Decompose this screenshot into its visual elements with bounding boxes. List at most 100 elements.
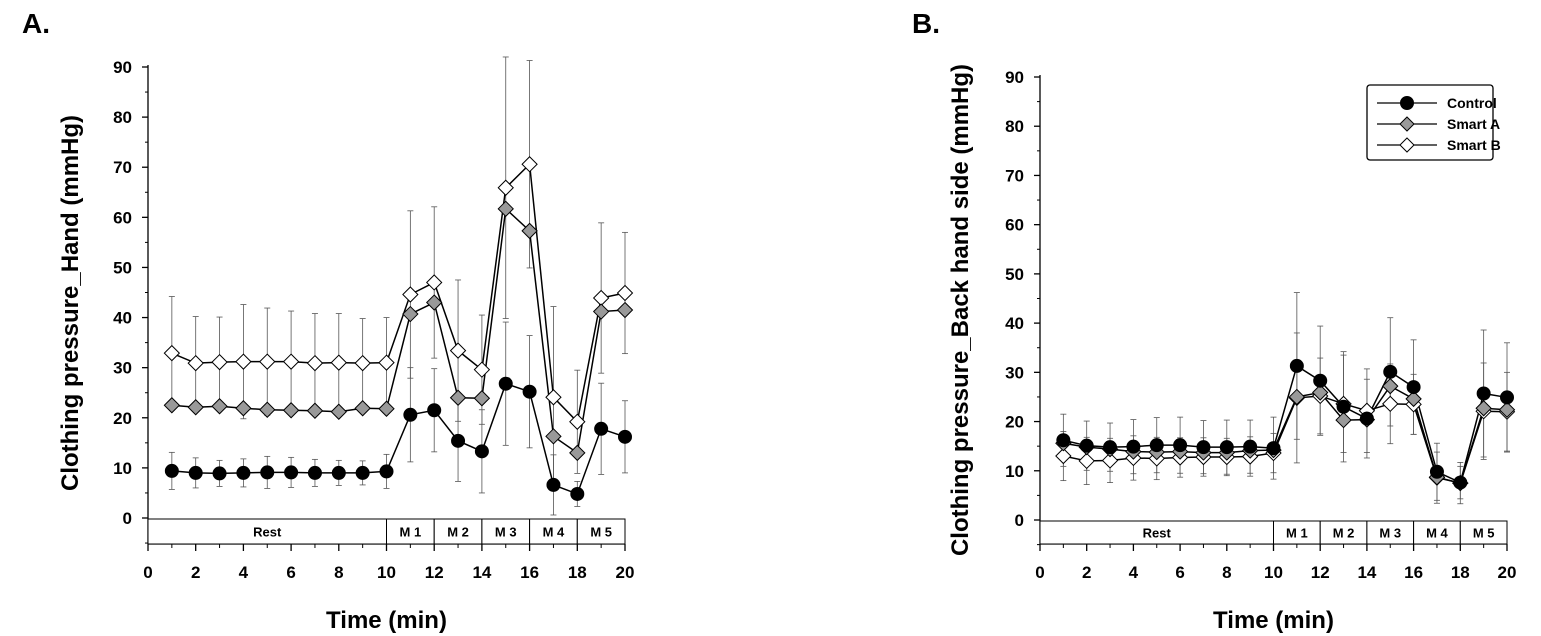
- data-point-control: [570, 486, 585, 501]
- y-tick-label: 10: [113, 459, 132, 478]
- x-tick-label: 8: [1222, 563, 1231, 582]
- data-point-smart-a: [402, 305, 419, 323]
- data-point-control: [474, 444, 489, 459]
- x-tick-label: 2: [191, 563, 200, 582]
- data-point-smart-b: [306, 354, 324, 372]
- data-point-smart-a: [259, 401, 276, 418]
- x-tick-label: 20: [1498, 563, 1517, 582]
- data-point-smart-a: [330, 403, 348, 420]
- x-tick-label: 16: [1404, 563, 1423, 582]
- data-point-control: [546, 477, 561, 492]
- data-point-smart-a: [306, 402, 324, 419]
- y-tick-label: 80: [113, 108, 132, 127]
- data-point-smart-a: [187, 399, 204, 416]
- phase-label: M 4: [1426, 526, 1448, 541]
- data-point-control: [403, 407, 418, 422]
- data-point-control: [1126, 439, 1141, 454]
- x-tick-label: 18: [1451, 563, 1470, 582]
- y-tick-label: 0: [123, 509, 132, 528]
- data-point-smart-a: [425, 294, 443, 311]
- data-point-smart-a: [1335, 411, 1352, 429]
- y-tick-label: 60: [113, 208, 132, 227]
- data-point-control: [331, 465, 346, 480]
- x-axis-title: Time (min): [326, 607, 447, 634]
- x-tick-label: 0: [1035, 563, 1044, 582]
- y-tick-label: 60: [1005, 216, 1024, 235]
- x-axis-title: Time (min): [1213, 607, 1334, 634]
- data-point-smart-a: [1475, 400, 1492, 417]
- legend-label: Smart B: [1447, 137, 1501, 153]
- x-tick-label: 20: [616, 563, 635, 582]
- series-group: [1055, 292, 1516, 505]
- phase-label: M 2: [447, 525, 469, 540]
- phase-label: M 4: [543, 525, 565, 540]
- series-group: [163, 56, 634, 516]
- data-point-smart-a: [1311, 384, 1329, 401]
- phase-label: M 1: [400, 525, 422, 540]
- data-point-control: [1359, 411, 1374, 426]
- y-tick-label: 50: [113, 258, 132, 277]
- data-point-smart-b: [187, 354, 204, 372]
- data-point-control: [284, 465, 299, 480]
- data-point-smart-b: [402, 286, 419, 303]
- data-point-control: [1196, 440, 1211, 455]
- data-point-smart-b: [282, 353, 300, 370]
- data-point-control: [1383, 364, 1398, 379]
- data-point-smart-a: [449, 389, 467, 406]
- x-tick-label: 10: [377, 563, 396, 582]
- data-point-control: [1219, 440, 1234, 455]
- data-point-smart-b: [1055, 447, 1072, 465]
- x-tick-label: 6: [286, 563, 295, 582]
- data-point-smart-b: [163, 344, 181, 362]
- phase-label: Rest: [253, 525, 282, 540]
- data-point-smart-b: [545, 389, 562, 406]
- data-point-control: [1313, 373, 1328, 388]
- data-point-smart-a: [282, 402, 300, 419]
- data-point-control: [1336, 399, 1351, 414]
- data-point-smart-b: [569, 413, 586, 430]
- data-point-smart-b: [473, 361, 491, 378]
- y-tick-label: 30: [1005, 363, 1024, 382]
- data-point-control: [1149, 438, 1164, 453]
- y-tick-label: 10: [1005, 462, 1024, 481]
- panel-label: A.: [22, 8, 50, 39]
- data-point-control: [427, 403, 442, 418]
- y-tick-label: 20: [113, 409, 132, 428]
- phase-box: [576, 518, 626, 545]
- data-point-smart-a: [1382, 377, 1399, 395]
- x-tick-label: 4: [1129, 563, 1139, 582]
- data-point-control: [236, 465, 251, 480]
- data-point-control: [188, 465, 203, 480]
- x-tick-label: 14: [472, 563, 491, 582]
- data-point-smart-b: [592, 289, 610, 307]
- x-tick-label: 10: [1264, 563, 1283, 582]
- y-tick-label: 0: [1015, 511, 1024, 530]
- data-point-smart-a: [592, 303, 610, 320]
- phase-box: [147, 518, 387, 545]
- data-point-smart-b: [354, 354, 371, 372]
- data-point-control: [164, 463, 179, 478]
- y-tick-label: 50: [1005, 265, 1024, 284]
- x-tick-label: 12: [1311, 563, 1330, 582]
- phase-label: M 5: [590, 525, 612, 540]
- data-point-smart-b: [259, 353, 276, 370]
- data-point-control: [618, 429, 632, 444]
- phase-box: [386, 518, 435, 545]
- data-point-smart-b: [378, 354, 395, 371]
- y-tick-label: 20: [1005, 413, 1024, 432]
- data-point-smart-a: [378, 400, 395, 417]
- data-point-control: [212, 466, 227, 481]
- x-tick-label: 14: [1357, 563, 1376, 582]
- legend-box: [1366, 84, 1494, 161]
- data-point-smart-a: [235, 400, 252, 417]
- data-point-control: [594, 421, 609, 436]
- data-point-control: [307, 465, 322, 480]
- x-tick-label: 4: [239, 563, 249, 582]
- y-axis-title: Clothing pressure_Back hand side (mmHg): [947, 64, 974, 556]
- phase-band: Rest M 1 M 2 M 3 M 4 M 5: [1039, 520, 1508, 545]
- phase-box: [433, 518, 483, 545]
- data-point-control: [1453, 475, 1468, 490]
- panel-a: A. 0 10 20 30 40 50 60 70 80 90 0 2 4 6 8 10 12 14 16 18 20 Ti…: [22, 8, 634, 634]
- x-tick-label: 18: [568, 563, 587, 582]
- data-point-control: [379, 464, 394, 479]
